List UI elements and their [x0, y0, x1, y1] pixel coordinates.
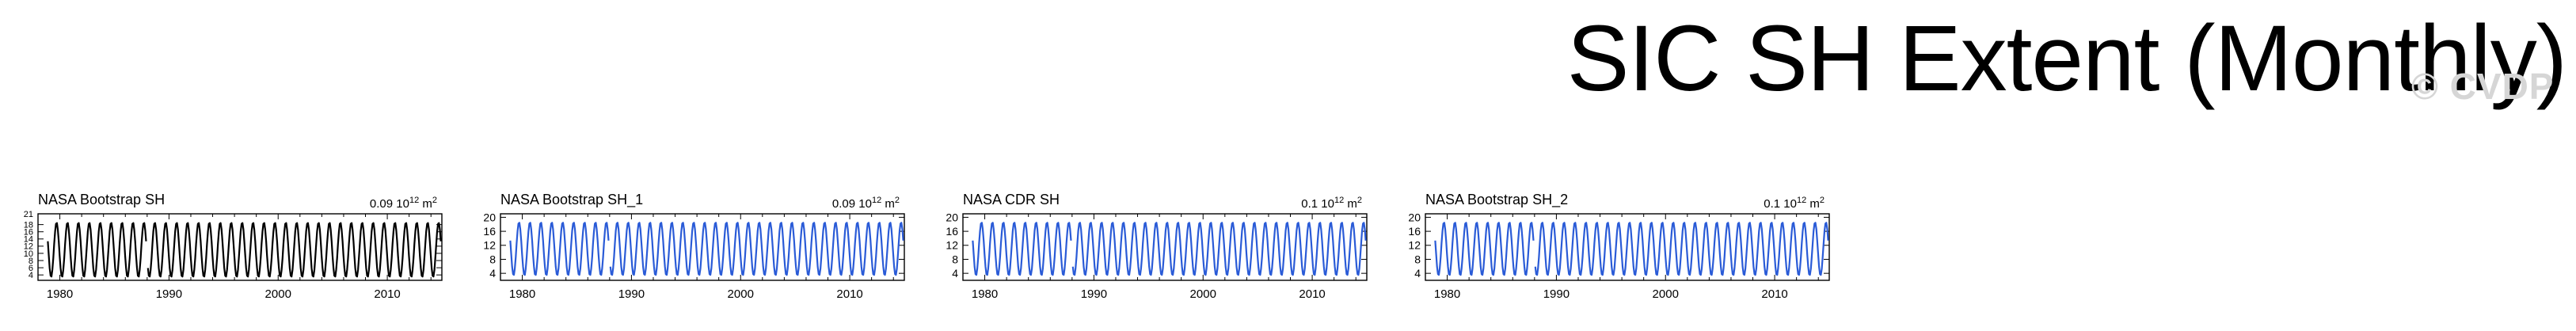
y-tick-label: 4: [1414, 267, 1421, 280]
y-tick-label: 16: [483, 225, 496, 238]
y-tick-label: 12: [483, 239, 496, 252]
x-tick-label: 1990: [156, 287, 182, 301]
chart-stat: 0.1 1012 m2: [1301, 196, 1362, 211]
chart-title: NASA Bootstrap SH: [38, 192, 165, 207]
y-tick-label: 8: [489, 253, 496, 265]
x-tick-label: 2000: [1653, 287, 1679, 301]
chart-stat: 0.09 1012 m2: [832, 196, 900, 211]
x-tick-label: 1980: [509, 287, 535, 301]
y-tick-label: 20: [946, 211, 958, 223]
chart-title: NASA Bootstrap SH_2: [1425, 192, 1568, 208]
y-tick-label: 16: [946, 225, 958, 238]
x-tick-label: 1990: [1543, 287, 1570, 301]
x-tick-label: 2000: [1190, 287, 1216, 301]
x-tick-label: 2010: [836, 287, 862, 301]
y-tick-label: 8: [952, 253, 958, 265]
x-tick-label: 1990: [618, 287, 645, 301]
chart-panel: NASA Bootstrap SH_1 0.09 1012 m2 1980 1990 2…: [483, 192, 905, 301]
series-line: [1434, 222, 1829, 276]
x-tick-label: 2010: [1299, 287, 1325, 301]
x-tick-label: 1980: [972, 287, 998, 301]
y-tick-label: 16: [24, 228, 33, 238]
watermark: © CVDP: [2411, 66, 2555, 107]
chart-title: NASA Bootstrap SH_1: [500, 192, 643, 208]
y-tick-label: 16: [1408, 225, 1421, 238]
x-tick-label: 2000: [265, 287, 291, 301]
y-tick-label: 18: [24, 220, 33, 230]
chart-stat: 0.1 1012 m2: [1764, 196, 1825, 211]
y-tick-label: 20: [1408, 211, 1421, 223]
y-tick-label: 8: [29, 257, 33, 266]
chart-panel: NASA CDR SH 0.1 1012 m2 1980 1990 2000 2010 4 8…: [946, 192, 1368, 301]
y-tick-label: 10: [24, 249, 33, 259]
series-line: [509, 222, 904, 276]
plot-frame: [500, 213, 905, 281]
page-title: SIC SH Extent (Monthly): [1566, 6, 2567, 111]
y-tick-label: 12: [24, 242, 33, 252]
y-tick-label: 20: [483, 211, 496, 223]
series-line: [47, 222, 442, 278]
x-tick-label: 2010: [1761, 287, 1787, 301]
y-tick-label: 4: [29, 271, 33, 280]
chart-panel: NASA Bootstrap SH 0.09 1012 m2 1980 1990 200…: [24, 192, 443, 301]
y-tick-label: 6: [29, 264, 33, 273]
x-tick-label: 1990: [1081, 287, 1107, 301]
y-tick-label: 14: [24, 235, 33, 245]
y-tick-label: 12: [946, 239, 958, 252]
plot-frame: [1425, 213, 1830, 281]
chart-panel: NASA Bootstrap SH_2 0.1 1012 m2 1980 1990 20…: [1408, 192, 1830, 301]
y-tick-label: 12: [1408, 239, 1421, 252]
y-tick-label: 8: [1414, 253, 1421, 265]
x-tick-label: 1980: [1434, 287, 1460, 301]
y-tick-label: 4: [952, 267, 958, 280]
chart-title: NASA CDR SH: [963, 192, 1060, 207]
y-tick-label: 4: [489, 267, 496, 280]
x-tick-label: 1980: [47, 287, 73, 301]
y-tick-label: 21: [24, 210, 33, 219]
plot-frame: [37, 213, 443, 281]
series-line: [972, 222, 1367, 276]
x-tick-label: 2010: [374, 287, 400, 301]
plot-frame: [962, 213, 1368, 281]
chart-stat: 0.09 1012 m2: [370, 196, 437, 211]
x-tick-label: 2000: [728, 287, 754, 301]
